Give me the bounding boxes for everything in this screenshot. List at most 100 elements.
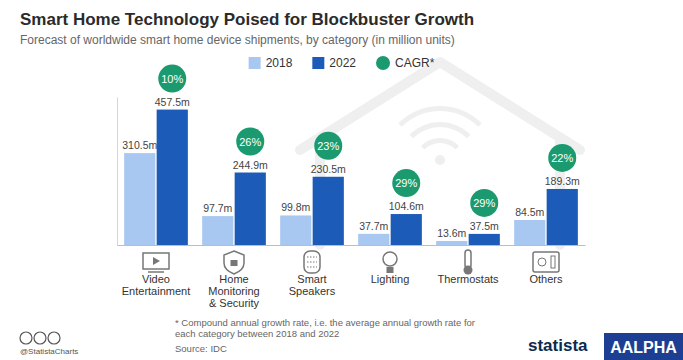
category-icons (143, 250, 559, 275)
data-label: 457.5m (155, 96, 190, 108)
icon-shape (307, 257, 317, 258)
bar (313, 177, 344, 245)
legend-swatch (376, 56, 390, 70)
icon-shape (143, 253, 169, 269)
legend: 2018 2022 CAGR* (249, 56, 435, 70)
text-line: Monitoring (208, 285, 259, 297)
x-axis-line (118, 245, 586, 246)
cagr-circle (236, 128, 264, 156)
icon-shape (538, 258, 546, 266)
x-tick: Others (529, 273, 563, 285)
legend-item: CAGR* (376, 56, 435, 70)
legend-label: 2018 (266, 56, 293, 70)
data-label: 37.7m (359, 220, 388, 232)
logo: statista (528, 336, 588, 355)
data-labels: 310.5m 97.7m 99.8m 37.7m 13.6m 84.5m 457.5m 244… (122, 96, 580, 239)
cagr-circle (392, 169, 420, 197)
y-axis (117, 98, 118, 246)
wifi-arc (421, 138, 459, 149)
legend-swatch (312, 57, 324, 69)
bar (235, 173, 266, 245)
data-label: 97.7m (203, 202, 232, 214)
bar (124, 153, 155, 245)
data-label: 244.9m (233, 159, 268, 171)
badge-box (604, 333, 683, 360)
text-line: Entertainment (122, 285, 190, 297)
bar (391, 214, 422, 245)
category-icon (533, 252, 559, 272)
x-tick-label: HomeMonitoring& Security (208, 273, 259, 309)
icon-shape (387, 267, 394, 273)
data-label: 13.6m (437, 227, 466, 239)
data-label: 37.5m (470, 220, 499, 232)
cagr-label: 26% (239, 136, 261, 148)
data-label: 104.6m (389, 200, 424, 212)
category-icon (464, 250, 473, 275)
icon-shape (231, 260, 238, 266)
badge: AALPHA (610, 339, 677, 356)
x-tick-label: Thermostats (437, 273, 499, 285)
bar (157, 110, 188, 245)
cagr-circle (314, 132, 342, 160)
icon-shape (148, 271, 164, 273)
cagr-circle (548, 144, 576, 172)
category-icon (224, 251, 244, 274)
data-label: 230.5m (311, 163, 346, 175)
credit: @StatistaCharts (20, 347, 78, 356)
icon-shape (304, 251, 320, 273)
cc-icon (48, 332, 60, 344)
data-label: 189.3m (545, 175, 580, 187)
wifi-arc (398, 106, 481, 127)
text-line: Speakers (289, 285, 336, 297)
category-icon (143, 253, 169, 272)
legend-label: CAGR* (395, 56, 435, 70)
x-tick-label: Others (529, 273, 563, 285)
bar (202, 216, 233, 245)
cagr-circle (158, 65, 186, 93)
x-tick: SmartSpeakers (289, 273, 336, 297)
cagr-circle (470, 189, 498, 217)
data-label: 99.8m (281, 201, 310, 213)
icon-shape (464, 266, 473, 275)
title: Smart Home Technology Poised for Blockbu… (20, 10, 474, 29)
category-icon (383, 252, 397, 273)
icon-shape (307, 267, 317, 268)
bar (514, 220, 545, 245)
x-tick: VideoEntertainment (122, 273, 190, 297)
icon-shape (307, 262, 317, 263)
cagr-label: 29% (473, 197, 495, 209)
text-line: & Security (209, 297, 260, 309)
text-line: Video (142, 273, 170, 285)
chart: Smart Home Technology Poised for Blockbu… (0, 0, 683, 360)
category-icon (304, 251, 320, 273)
text-line: * Compound annual growth rate, i.e. the … (175, 317, 475, 328)
data-label: 84.5m (515, 206, 544, 218)
icon-shape (551, 256, 555, 268)
footer: @StatistaCharts * Compound annual growth … (20, 317, 683, 360)
cc-icon (34, 332, 46, 344)
x-tick-label: Lighting (371, 273, 410, 285)
legend-item: 2022 (312, 56, 356, 70)
wifi-dot (435, 155, 445, 165)
text-line: Thermostats (437, 273, 499, 285)
wifi-arc (410, 122, 471, 138)
bar (436, 241, 467, 245)
text-line: Lighting (371, 273, 410, 285)
x-axis: VideoEntertainment HomeMonitoring& Securi… (118, 246, 586, 310)
data-label: 310.5m (122, 139, 157, 151)
icon-shape (153, 257, 160, 265)
x-tick: Thermostats (437, 273, 499, 285)
x-tick: HomeMonitoring& Security (208, 273, 259, 309)
cagr-label: 23% (317, 140, 339, 152)
icon-shape (465, 250, 471, 268)
cc-icon (20, 332, 32, 344)
bar (280, 215, 311, 245)
legend-label: 2022 (329, 56, 356, 70)
x-tick: Lighting (371, 273, 410, 285)
icon-shape (533, 252, 559, 272)
subtitle: Forecast of worldwide smart home device … (20, 33, 455, 47)
text-line: Others (529, 273, 563, 285)
bar (547, 189, 578, 245)
legend-swatch (249, 57, 261, 69)
bars (124, 110, 578, 245)
